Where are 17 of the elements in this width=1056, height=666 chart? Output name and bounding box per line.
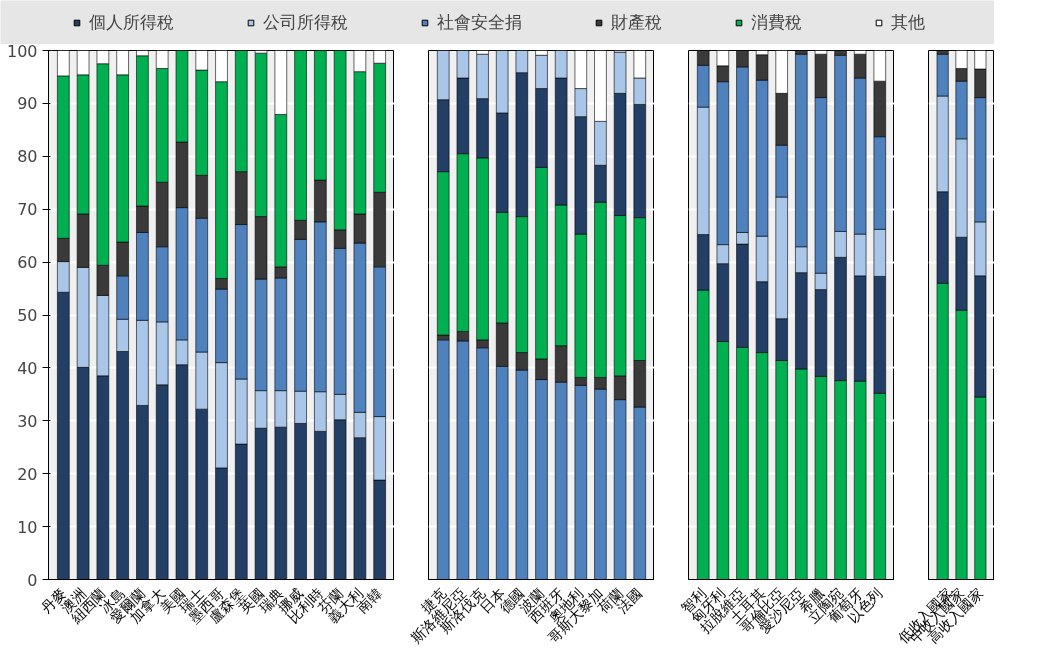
legend-label: 財產稅 <box>610 10 662 34</box>
y-tick-label: 70 <box>17 200 38 220</box>
legend-label: 社會安全捐 <box>436 10 522 34</box>
y-tick-label: 10 <box>17 517 38 537</box>
legend-label: 公司所得稅 <box>262 10 348 34</box>
y-tick-label: 20 <box>17 464 38 484</box>
y-tick-label: 80 <box>17 147 38 167</box>
y-tick-label: 0 <box>27 570 38 590</box>
y-tick-label: 50 <box>17 306 38 325</box>
y-tick-label: 90 <box>17 94 38 114</box>
legend-label: 其他 <box>890 10 925 34</box>
y-tick-label: 30 <box>17 411 38 431</box>
y-tick-label: 100 <box>6 41 38 61</box>
legend-label: 消費稅 <box>750 10 802 34</box>
legend-label: 個人所得稅 <box>88 10 174 34</box>
y-tick-label: 60 <box>17 253 38 273</box>
y-tick-label: 40 <box>17 358 38 378</box>
